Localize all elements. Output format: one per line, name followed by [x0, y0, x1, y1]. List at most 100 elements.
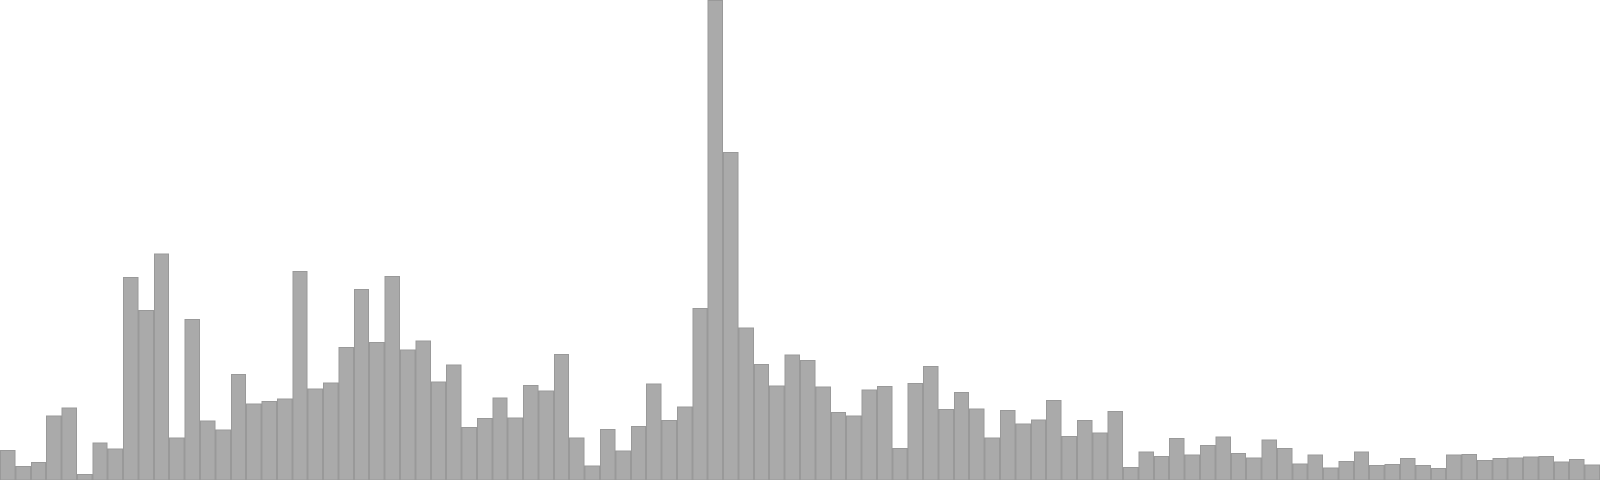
bar-27 — [400, 349, 416, 480]
bar-17 — [246, 403, 262, 480]
bar-52 — [784, 354, 800, 480]
bar-46 — [692, 308, 708, 480]
bar-7 — [92, 442, 108, 480]
bar-14 — [200, 420, 216, 480]
bar-104 — [1584, 464, 1600, 480]
bar-30 — [446, 364, 462, 480]
bar-79 — [1200, 444, 1216, 480]
bar-34 — [507, 417, 524, 480]
bar-41 — [615, 450, 631, 480]
bar-4 — [46, 415, 62, 480]
bar-8 — [107, 448, 124, 480]
bar-54 — [815, 386, 831, 480]
bar-18 — [261, 400, 277, 480]
bar-65 — [984, 437, 1000, 480]
bar-86 — [1307, 454, 1324, 480]
bar-92 — [1400, 457, 1416, 480]
bar-74 — [1123, 467, 1139, 480]
bar-83 — [1261, 439, 1277, 480]
bar-68 — [1030, 419, 1047, 480]
bar-22 — [323, 382, 339, 480]
bar-89 — [1353, 451, 1370, 480]
bar-40 — [600, 429, 616, 480]
bar-59 — [892, 447, 908, 480]
bar-13 — [184, 319, 200, 480]
bar-10 — [138, 310, 154, 480]
bar-43 — [646, 383, 662, 480]
bar-57 — [861, 389, 877, 480]
bar-76 — [1153, 456, 1170, 480]
bar-75 — [1138, 451, 1154, 480]
bar-90 — [1369, 465, 1385, 480]
bar-103 — [1569, 458, 1585, 480]
bar-23 — [338, 347, 354, 480]
bar-71 — [1076, 420, 1093, 480]
bar-67 — [1015, 423, 1031, 480]
bar-20 — [292, 271, 308, 480]
bar-81 — [1230, 453, 1247, 480]
bar-32 — [476, 418, 493, 480]
bar-91 — [1384, 464, 1400, 480]
bar-51 — [769, 385, 785, 480]
bar-70 — [1061, 435, 1077, 480]
bar-37 — [553, 353, 570, 480]
bar-31 — [461, 427, 477, 480]
bar-88 — [1338, 460, 1354, 480]
bar-39 — [584, 465, 600, 480]
bar-49 — [738, 327, 754, 480]
bar-96 — [1461, 454, 1477, 480]
bar-73 — [1107, 410, 1124, 480]
bar-102 — [1553, 461, 1570, 480]
bar-56 — [846, 415, 862, 480]
bar-95 — [1446, 454, 1462, 480]
bar-21 — [307, 388, 324, 480]
bar-55 — [830, 411, 847, 480]
bar-50 — [753, 363, 770, 480]
bar-99 — [1507, 457, 1524, 480]
bar-15 — [215, 429, 231, 480]
bar-77 — [1169, 437, 1185, 480]
bar-87 — [1323, 467, 1339, 480]
bar-5 — [61, 407, 77, 480]
bar-64 — [969, 408, 985, 480]
bar-58 — [876, 385, 893, 480]
bar-61 — [923, 366, 939, 480]
bar-69 — [1046, 399, 1062, 480]
bar-12 — [169, 437, 185, 480]
bar-78 — [1184, 454, 1200, 480]
bar-29 — [430, 381, 447, 480]
bar-63 — [953, 392, 970, 480]
bar-53 — [800, 360, 816, 480]
bar-80 — [1215, 436, 1231, 480]
bar-26 — [384, 276, 400, 480]
bar-82 — [1246, 457, 1262, 480]
bar-85 — [1292, 463, 1308, 480]
bar-38 — [569, 437, 585, 480]
bar-2 — [15, 466, 31, 480]
bar-66 — [1000, 409, 1016, 480]
bar-36 — [538, 390, 554, 480]
bar-16 — [230, 373, 247, 480]
bar-60 — [907, 383, 924, 480]
bar-97 — [1476, 459, 1493, 480]
bar-6 — [76, 474, 93, 480]
bar-9 — [123, 276, 139, 480]
bar-62 — [938, 408, 954, 480]
bar-35 — [523, 384, 539, 480]
bar-45 — [676, 406, 693, 480]
bar-98 — [1492, 457, 1508, 480]
bar-48 — [723, 152, 739, 480]
bar-84 — [1276, 447, 1293, 480]
bar-11 — [153, 253, 170, 480]
bar-24 — [353, 288, 370, 480]
bar-47 — [707, 0, 724, 480]
bar-93 — [1415, 465, 1431, 480]
bar-25 — [369, 342, 385, 480]
bar-28 — [415, 340, 431, 480]
bar-100 — [1523, 456, 1539, 480]
bar-33 — [492, 397, 508, 480]
bar-44 — [661, 420, 677, 480]
bar-42 — [630, 426, 647, 480]
